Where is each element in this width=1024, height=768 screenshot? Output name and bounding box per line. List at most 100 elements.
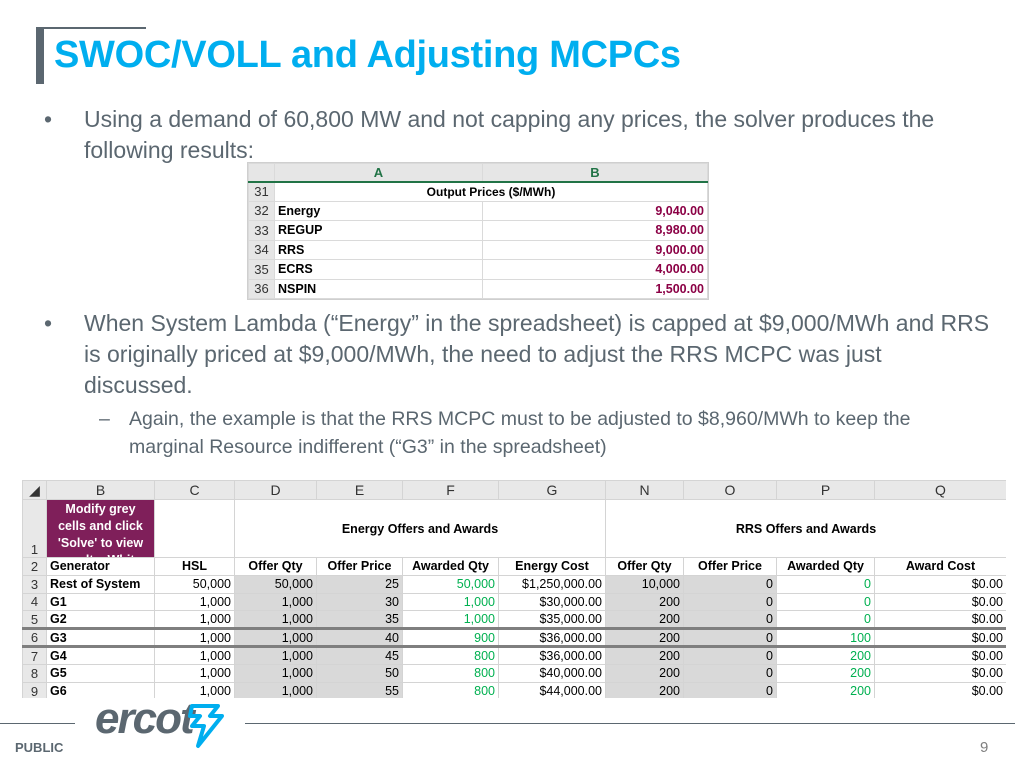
output-prices-header[interactable]: Output Prices ($/MWh) [274, 181, 708, 202]
column-header-p[interactable]: P [776, 480, 875, 500]
cell-energy-cost[interactable]: $36,000.00 [498, 627, 606, 649]
column-header-q[interactable]: Q [874, 480, 1006, 500]
row-number[interactable]: 3 [22, 574, 47, 594]
cell-rrs-offer-qty[interactable]: 200 [605, 610, 684, 630]
row-number[interactable]: 9 [22, 681, 47, 698]
row-number[interactable]: 4 [22, 592, 47, 612]
header-rrs-awarded-qty[interactable]: Awarded Qty [776, 557, 875, 576]
cell-energy-cost[interactable]: $35,000.00 [498, 610, 606, 630]
cell-energy-awarded-qty[interactable]: 1,000 [402, 610, 499, 630]
cell-energy-offer-price[interactable]: 25 [316, 574, 403, 594]
cell-generator[interactable]: G3 [46, 627, 155, 649]
cell-energy-awarded-qty[interactable]: 800 [402, 646, 499, 665]
row-number[interactable]: 31 [248, 181, 275, 202]
cell-hsl[interactable]: 1,000 [154, 681, 235, 698]
price-label[interactable]: RRS [274, 239, 483, 260]
cell-energy-offer-price[interactable]: 40 [316, 627, 403, 649]
cell-award-cost[interactable]: $0.00 [874, 646, 1006, 665]
cell-energy-cost[interactable]: $30,000.00 [498, 592, 606, 612]
cell-rrs-offer-price[interactable]: 0 [683, 646, 777, 665]
cell-energy-awarded-qty[interactable]: 1,000 [402, 592, 499, 612]
cell-award-cost[interactable]: $0.00 [874, 574, 1006, 594]
cell-energy-offer-price[interactable]: 45 [316, 646, 403, 665]
header-generator[interactable]: Generator [46, 557, 155, 576]
cell-rrs-offer-qty[interactable]: 200 [605, 592, 684, 612]
corner-cell[interactable]: ◢ [22, 480, 47, 500]
row-number[interactable]: 37 [248, 298, 275, 299]
cell-energy-offer-qty[interactable]: 1,000 [234, 592, 317, 612]
column-header-e[interactable]: E [316, 480, 403, 500]
row-number[interactable]: 32 [248, 200, 275, 221]
row-number[interactable]: 7 [22, 646, 47, 665]
header-energy-cost[interactable]: Energy Cost [498, 557, 606, 576]
price-value[interactable]: 9,040.00 [482, 200, 708, 221]
cell-generator[interactable]: G2 [46, 610, 155, 630]
row-number[interactable]: 2 [22, 557, 47, 576]
header-award-cost[interactable]: Award Cost [874, 557, 1006, 576]
cell-rrs-offer-qty[interactable]: 200 [605, 681, 684, 698]
header-rrs-offer-price[interactable]: Offer Price [683, 557, 777, 576]
cell-energy-cost[interactable]: $1,250,000.00 [498, 574, 606, 594]
cell-energy-cost[interactable]: $36,000.00 [498, 646, 606, 665]
cell-hsl[interactable]: 1,000 [154, 592, 235, 612]
column-header-n[interactable]: N [605, 480, 684, 500]
cell-rrs-offer-qty[interactable]: 200 [605, 663, 684, 683]
cell-rrs-offer-price[interactable]: 0 [683, 681, 777, 698]
cell-award-cost[interactable]: $0.00 [874, 627, 1006, 649]
column-header-a[interactable]: A [274, 163, 483, 183]
header-energy-offer-price[interactable]: Offer Price [316, 557, 403, 576]
cell-hsl[interactable]: 1,000 [154, 646, 235, 665]
cell-rrs-awarded-qty[interactable]: 200 [776, 646, 875, 665]
price-label[interactable]: REGUP [274, 220, 483, 241]
cell-rrs-offer-price[interactable]: 0 [683, 574, 777, 594]
column-header-b[interactable]: B [482, 163, 708, 183]
price-value[interactable]: 8,980.00 [482, 220, 708, 241]
column-header-c[interactable]: C [154, 480, 235, 500]
cell-energy-offer-qty[interactable]: 50,000 [234, 574, 317, 594]
cell-generator[interactable]: Rest of System [46, 574, 155, 594]
row-number[interactable]: 1 [22, 499, 47, 558]
price-label[interactable]: NSPIN [274, 278, 483, 299]
row-number[interactable]: 6 [22, 627, 47, 649]
row-number[interactable]: 5 [22, 610, 47, 630]
price-value[interactable]: 9,000.00 [482, 239, 708, 260]
cell-rrs-awarded-qty[interactable]: 200 [776, 663, 875, 683]
empty-cell[interactable] [274, 298, 483, 299]
cell-energy-awarded-qty[interactable]: 900 [402, 627, 499, 649]
cell-energy-offer-price[interactable]: 50 [316, 663, 403, 683]
column-header-g[interactable]: G [498, 480, 606, 500]
empty-cell[interactable] [482, 298, 708, 299]
cell-rrs-awarded-qty[interactable]: 100 [776, 627, 875, 649]
empty-cell[interactable] [154, 499, 235, 558]
rrs-group-header[interactable]: RRS Offers and Awards [605, 499, 1006, 558]
column-header-d[interactable]: D [234, 480, 317, 500]
cell-energy-cost[interactable]: $40,000.00 [498, 663, 606, 683]
cell-energy-awarded-qty[interactable]: 50,000 [402, 574, 499, 594]
column-header-o[interactable]: O [683, 480, 777, 500]
cell-rrs-offer-price[interactable]: 0 [683, 663, 777, 683]
header-rrs-offer-qty[interactable]: Offer Qty [605, 557, 684, 576]
header-energy-offer-qty[interactable]: Offer Qty [234, 557, 317, 576]
cell-energy-awarded-qty[interactable]: 800 [402, 681, 499, 698]
column-header-b[interactable]: B [46, 480, 155, 500]
cell-energy-awarded-qty[interactable]: 800 [402, 663, 499, 683]
cell-hsl[interactable]: 1,000 [154, 627, 235, 649]
cell-rrs-awarded-qty[interactable]: 0 [776, 592, 875, 612]
price-value[interactable]: 1,500.00 [482, 278, 708, 299]
cell-rrs-awarded-qty[interactable]: 0 [776, 574, 875, 594]
header-energy-awarded-qty[interactable]: Awarded Qty [402, 557, 499, 576]
cell-rrs-offer-qty[interactable]: 200 [605, 646, 684, 665]
price-value[interactable]: 4,000.00 [482, 259, 708, 280]
instruction-note[interactable]: Modify grey cells and click 'Solve' to v… [46, 499, 155, 558]
cell-rrs-awarded-qty[interactable]: 200 [776, 681, 875, 698]
row-number[interactable]: 8 [22, 663, 47, 683]
row-number[interactable]: 35 [248, 259, 275, 280]
cell-energy-offer-qty[interactable]: 1,000 [234, 681, 317, 698]
cell-generator[interactable]: G1 [46, 592, 155, 612]
cell-energy-offer-price[interactable]: 35 [316, 610, 403, 630]
cell-hsl[interactable]: 1,000 [154, 610, 235, 630]
cell-energy-offer-price[interactable]: 55 [316, 681, 403, 698]
cell-rrs-awarded-qty[interactable]: 0 [776, 610, 875, 630]
cell-energy-cost[interactable]: $44,000.00 [498, 681, 606, 698]
column-header-f[interactable]: F [402, 480, 499, 500]
